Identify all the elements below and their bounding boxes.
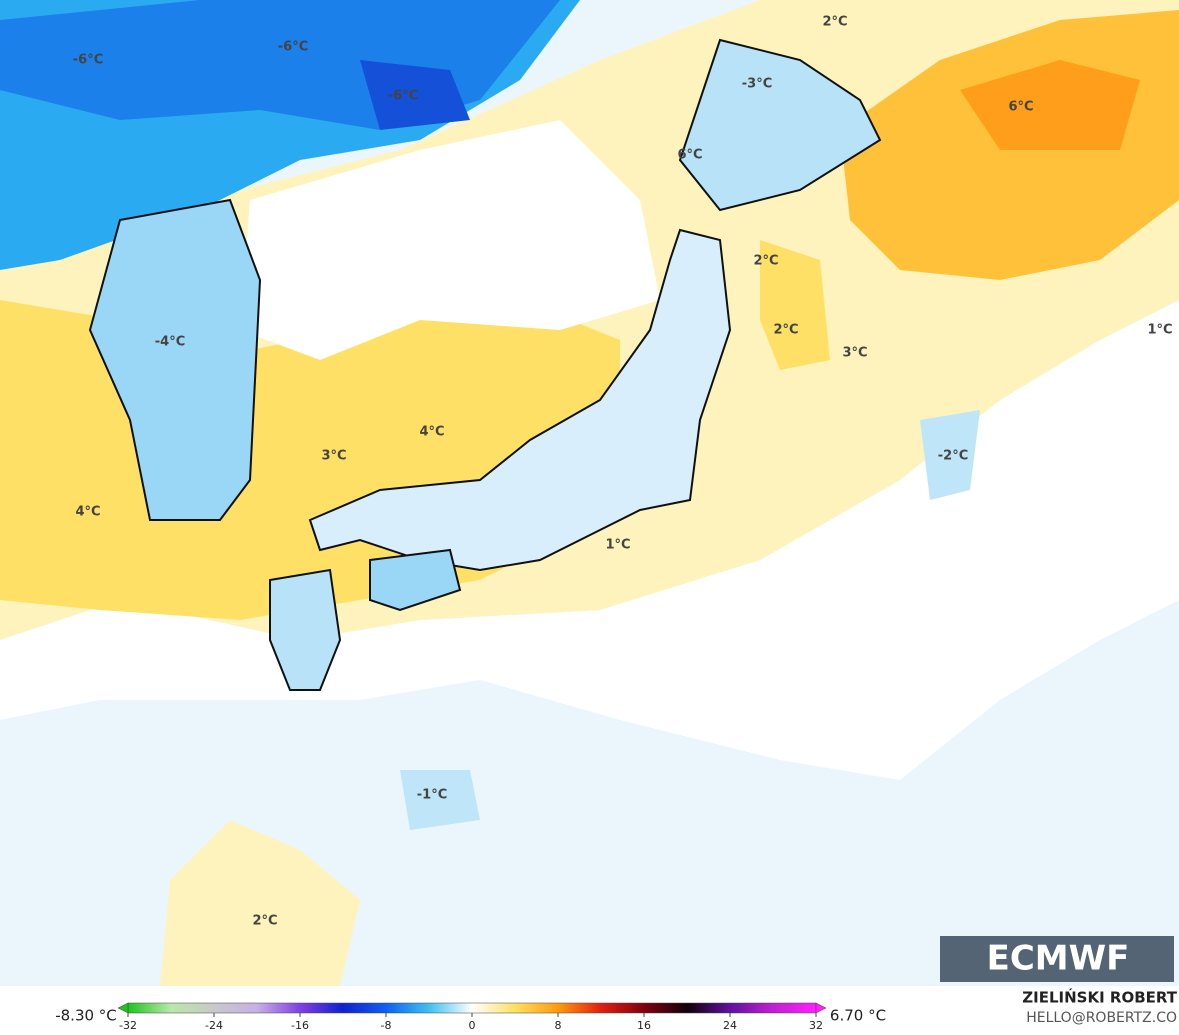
temp-label: 4°C: [419, 425, 444, 440]
temp-label: -6°C: [278, 40, 308, 55]
colorbar-arrow-right: [815, 1002, 827, 1014]
colorbar-tick-label: 16: [637, 1019, 651, 1032]
map-area: 2°C -6°C -6°C -6°C -3°C 6°C 6°C 2°C 2°C …: [0, 0, 1179, 986]
temp-label: 4°C: [75, 505, 100, 520]
temp-label: 1°C: [1147, 323, 1172, 338]
temp-label: -1°C: [417, 788, 447, 803]
colorbar-tick-label: -16: [291, 1019, 309, 1032]
kyushu: [269, 568, 342, 691]
temp-label: -2°C: [938, 449, 968, 464]
deepest-blue: [360, 60, 470, 130]
colorbar-tick-label: 32: [809, 1019, 823, 1032]
temp-label: 6°C: [677, 148, 702, 163]
colorbar-tick-label: -8: [381, 1019, 392, 1032]
logo-box: [940, 936, 1174, 982]
korea: [88, 198, 262, 521]
pale-yellow-south: [160, 820, 360, 986]
temp-label: 2°C: [252, 914, 277, 929]
colorbar-tick-label: 8: [555, 1019, 562, 1032]
hokkaido: [678, 38, 882, 212]
colorbar-min: -8.30 °C: [55, 1007, 117, 1025]
temp-label: 1°C: [605, 538, 630, 553]
white-sea-of-japan: [240, 120, 660, 360]
cold-patch: [400, 770, 480, 830]
temp-label: 2°C: [822, 15, 847, 30]
shikoku: [369, 548, 462, 612]
colorbar-tick-label: -32: [119, 1019, 137, 1032]
yellow-patch: [760, 240, 830, 370]
colorbar-tick-label: -24: [205, 1019, 223, 1032]
colorbar-max: 6.70 °C: [830, 1007, 886, 1025]
temp-label: -4°C: [155, 335, 185, 350]
temp-label: 3°C: [321, 449, 346, 464]
colorbar: [127, 1002, 817, 1014]
honshu: [308, 228, 732, 572]
credit-author: ZIELIŃSKI ROBERT: [1022, 988, 1177, 1007]
temp-label: -6°C: [73, 53, 103, 68]
colorbar-arrow-left: [117, 1002, 129, 1014]
temp-label: -6°C: [388, 89, 418, 104]
temp-label: 2°C: [753, 254, 778, 269]
credit-site: HELLO@ROBERTZ.CO: [1026, 1010, 1177, 1026]
temp-label: 3°C: [842, 346, 867, 361]
dark-orange-zone: [960, 60, 1140, 150]
cold-patch: [920, 410, 980, 500]
temp-label: -3°C: [742, 77, 772, 92]
colorbar-tick-label: 0: [469, 1019, 476, 1032]
logo: ECMWF: [987, 939, 1130, 979]
temp-label: 2°C: [773, 323, 798, 338]
temp-label: 6°C: [1008, 100, 1033, 115]
colorbar-tick-label: 24: [723, 1019, 737, 1032]
